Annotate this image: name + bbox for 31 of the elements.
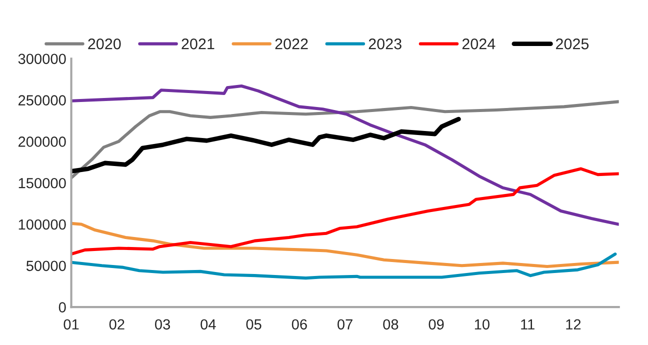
legend-label: 2021 <box>182 38 214 50</box>
line-series <box>71 167 619 256</box>
y-tick-label: 100000 <box>18 219 66 230</box>
x-tick-label: 03 <box>155 319 170 330</box>
x-tick-label: 11 <box>521 319 534 330</box>
x-tick-label: 10 <box>474 319 490 330</box>
line-series <box>71 116 461 174</box>
x-tick-label: 01 <box>64 319 79 330</box>
line-series <box>71 252 617 280</box>
x-tick-label: 08 <box>383 319 398 330</box>
line-series <box>71 100 619 180</box>
y-tick-label: 250000 <box>18 95 66 106</box>
y-tick-label: 50000 <box>26 260 66 272</box>
line-series <box>71 84 619 226</box>
x-tick-label: 05 <box>246 319 262 330</box>
y-tick-label: 150000 <box>18 178 66 188</box>
x-tick-label: 04 <box>200 319 216 330</box>
legend-label: 2024 <box>462 38 496 50</box>
y-tick-label: 200000 <box>18 136 66 147</box>
x-tick-label: 09 <box>428 319 444 330</box>
y-tick-label: 300000 <box>18 54 66 64</box>
x-tick-label: 06 <box>292 319 307 330</box>
legend-label: 2022 <box>275 38 308 50</box>
legend-label: 2020 <box>88 38 121 50</box>
line-series <box>71 222 619 268</box>
legend-label: 2023 <box>368 38 402 50</box>
x-tick-label: 12 <box>566 319 581 330</box>
legend-label: 2025 <box>556 38 589 50</box>
y-tick-label: 0 <box>58 302 66 312</box>
x-tick-label: 07 <box>338 319 352 330</box>
x-tick-label: 02 <box>109 319 124 330</box>
